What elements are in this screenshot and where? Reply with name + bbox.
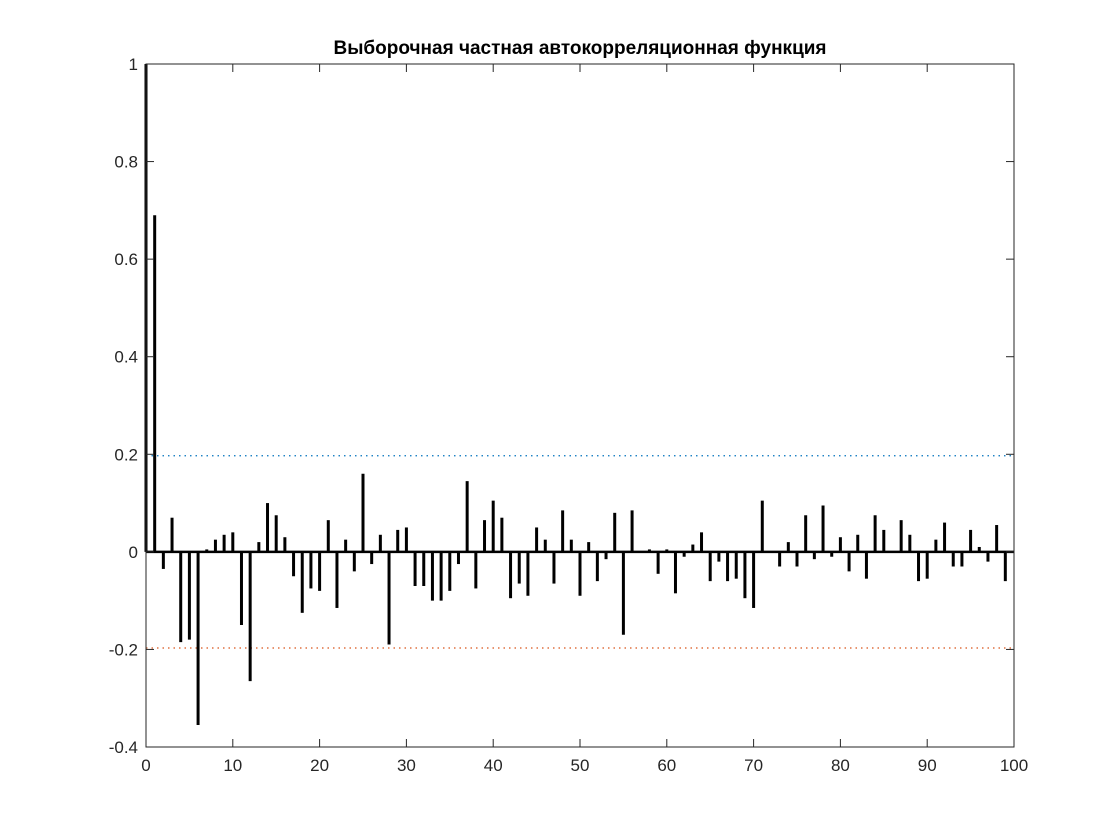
y-tick-label: 0.2 — [114, 445, 138, 464]
plot-area: 0 10 20 30 40 50 60 70 80 90 100 -0.4 -0.2 0 0.2 0.4 0.… — [109, 55, 1028, 775]
y-tick-label: -0.4 — [109, 738, 138, 757]
y-tick-label: 0.4 — [114, 348, 138, 367]
y-tick-label: -0.2 — [109, 640, 138, 659]
y-tick-label: 0.8 — [114, 153, 138, 172]
x-tick-label: 10 — [223, 756, 242, 775]
x-tick-label: 100 — [1000, 756, 1028, 775]
x-tick-label: 90 — [918, 756, 937, 775]
x-tick-label: 40 — [484, 756, 503, 775]
x-tick-label: 80 — [831, 756, 850, 775]
x-axis: 0 10 20 30 40 50 60 70 80 90 100 — [141, 64, 1028, 775]
plot-background — [146, 64, 1014, 747]
chart-title: Выборочная частная автокорреляционная фу… — [333, 38, 826, 59]
x-tick-label: 50 — [571, 756, 590, 775]
x-tick-label: 0 — [141, 756, 150, 775]
x-tick-label: 20 — [310, 756, 329, 775]
x-tick-label: 60 — [657, 756, 676, 775]
y-tick-label: 1 — [129, 55, 138, 74]
x-tick-label: 30 — [397, 756, 416, 775]
y-axis: -0.4 -0.2 0 0.2 0.4 0.6 0.8 1 — [109, 55, 1014, 757]
x-tick-label: 70 — [744, 756, 763, 775]
y-tick-label: 0.6 — [114, 250, 138, 269]
y-tick-label: 0 — [129, 543, 138, 562]
